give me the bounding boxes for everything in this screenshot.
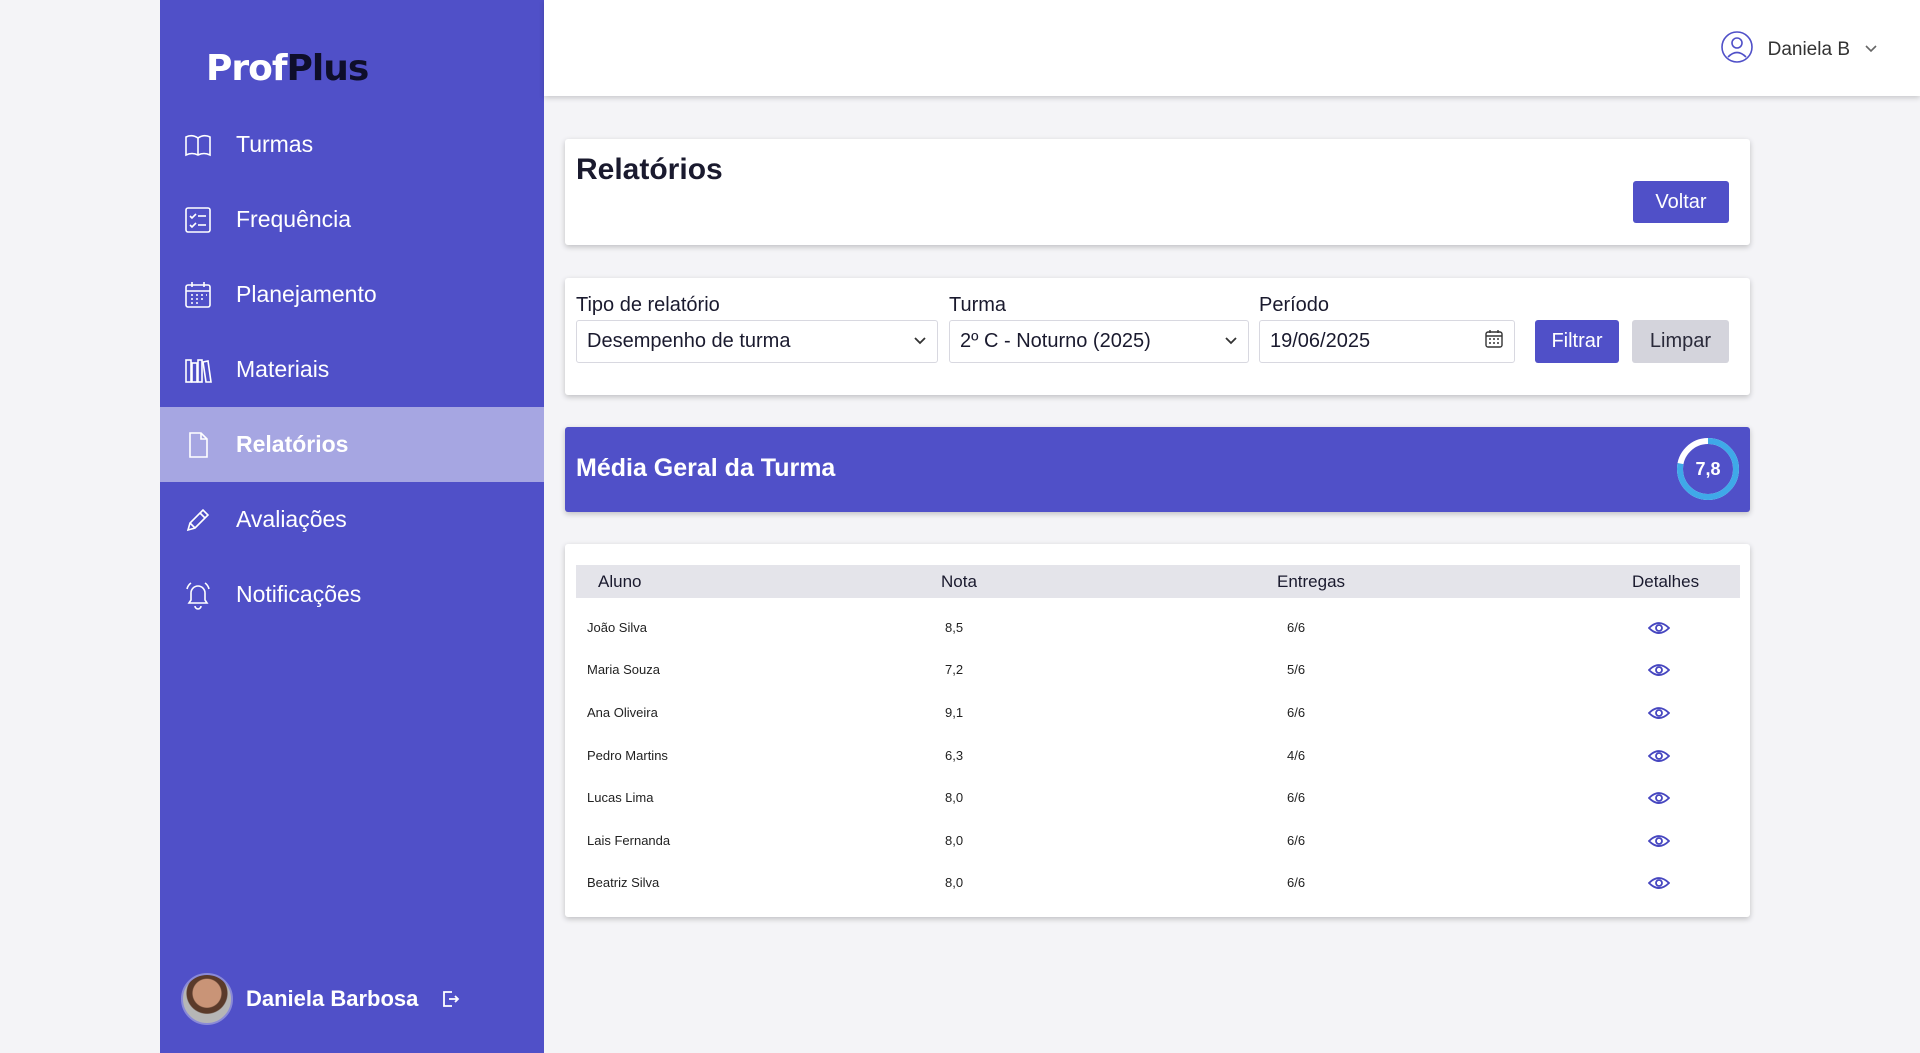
student-name: Lais Fernanda	[587, 833, 671, 848]
student-grade: 9,1	[945, 705, 964, 720]
eye-icon[interactable]	[1647, 705, 1671, 721]
bell-icon	[182, 579, 214, 611]
student-deliveries: 4/6	[1287, 748, 1306, 763]
table-row: Ana Oliveira 9,1 6/6	[576, 691, 1740, 733]
student-name: João Silva	[587, 620, 647, 635]
filter-button[interactable]: Filtrar	[1535, 320, 1619, 363]
header-aluno: Aluno	[598, 572, 642, 591]
header-detalhes: Detalhes	[1632, 572, 1700, 591]
report-type-select[interactable]: Desempenho de turma	[576, 320, 938, 363]
sidebar-item-label: Materiais	[236, 356, 330, 382]
student-name: Lucas Lima	[587, 790, 654, 805]
student-deliveries: 6/6	[1287, 875, 1306, 890]
chevron-down-icon	[1224, 330, 1238, 353]
student-name: Maria Souza	[587, 662, 660, 677]
chevron-down-icon	[913, 330, 927, 353]
sidebar: ProfPlus Turmas Frequência Planejamento …	[160, 0, 544, 1053]
eye-icon[interactable]	[1647, 875, 1671, 891]
class-average-card: Média Geral da Turma 7,8	[565, 427, 1750, 512]
document-icon	[182, 429, 214, 461]
sidebar-item-label: Turmas	[236, 131, 314, 157]
sidebar-item-relatorios[interactable]: Relatórios	[160, 407, 544, 482]
eye-icon[interactable]	[1647, 620, 1671, 636]
user-circle-icon	[1720, 30, 1754, 70]
user-menu[interactable]: Daniela B	[1720, 30, 1878, 70]
student-deliveries: 6/6	[1287, 705, 1306, 720]
student-grade: 7,2	[945, 662, 964, 677]
report-type-label: Tipo de relatório	[576, 294, 720, 316]
eye-icon[interactable]	[1647, 748, 1671, 764]
student-grade: 8,0	[945, 833, 964, 848]
app-logo[interactable]: ProfPlus	[206, 48, 370, 89]
student-grade: 8,0	[945, 875, 964, 890]
average-gauge	[1677, 438, 1739, 500]
title-card: Relatórios Voltar	[565, 139, 1750, 245]
sidebar-item-label: Notificações	[236, 581, 362, 607]
avatar[interactable]	[181, 973, 233, 1025]
period-value: 19/06/2025	[1270, 330, 1371, 352]
period-label: Período	[1259, 294, 1330, 316]
calendar-icon[interactable]	[1484, 329, 1504, 355]
student-name: Pedro Martins	[587, 748, 668, 763]
eye-icon[interactable]	[1647, 662, 1671, 678]
table-row: João Silva 8,5 6/6	[576, 606, 1740, 648]
sidebar-item-turmas[interactable]: Turmas	[160, 107, 544, 182]
eye-icon[interactable]	[1647, 833, 1671, 849]
chevron-down-icon	[1864, 39, 1878, 61]
sidebar-item-planejamento[interactable]: Planejamento	[160, 257, 544, 332]
student-deliveries: 5/6	[1287, 662, 1306, 677]
student-grade: 8,0	[945, 790, 964, 805]
average-value: 7,8	[1695, 458, 1721, 479]
student-grade: 6,3	[945, 748, 964, 763]
calendar-icon	[182, 279, 214, 311]
table-row: Maria Souza 7,2 5/6	[576, 648, 1740, 690]
logo-text-plus: Plus	[286, 48, 370, 89]
class-average-title: Média Geral da Turma	[576, 454, 836, 482]
table-row: Beatriz Silva 8,0 6/6	[576, 861, 1740, 903]
back-button[interactable]: Voltar	[1633, 181, 1729, 223]
pencil-icon	[182, 504, 214, 536]
sidebar-nav: Turmas Frequência Planejamento Materiais…	[160, 107, 544, 632]
library-icon	[182, 354, 214, 386]
filter-card: Tipo de relatório Desempenho de turma Tu…	[565, 278, 1750, 395]
sidebar-item-label: Avaliações	[236, 506, 347, 532]
sidebar-item-label: Frequência	[236, 206, 352, 232]
class-label: Turma	[949, 294, 1007, 316]
sidebar-item-frequencia[interactable]: Frequência	[160, 182, 544, 257]
sidebar-item-label: Relatórios	[236, 431, 349, 457]
logo-text-prof: Prof	[206, 48, 288, 89]
header-nota: Nota	[941, 572, 977, 591]
student-deliveries: 6/6	[1287, 790, 1306, 805]
page-gutter	[0, 0, 160, 1053]
sidebar-user: Daniela Barbosa	[181, 973, 460, 1025]
sidebar-item-materiais[interactable]: Materiais	[160, 332, 544, 407]
page-title: Relatórios	[576, 153, 723, 186]
book-icon	[182, 129, 214, 161]
student-name: Beatriz Silva	[587, 875, 660, 890]
table-row: Pedro Martins 6,3 4/6	[576, 734, 1740, 776]
logout-icon[interactable]	[440, 989, 460, 1009]
eye-icon[interactable]	[1647, 790, 1671, 806]
period-date-input[interactable]: 19/06/2025	[1259, 320, 1515, 363]
students-table-card: Aluno Nota Entregas Detalhes João Silva …	[565, 544, 1750, 917]
student-name: Ana Oliveira	[587, 705, 658, 720]
class-select[interactable]: 2º C - Noturno (2025)	[949, 320, 1249, 363]
top-bar: Daniela B	[544, 0, 1920, 96]
table-row: Lucas Lima 8,0 6/6	[576, 776, 1740, 818]
report-type-value: Desempenho de turma	[587, 330, 791, 352]
table-row: Lais Fernanda 8,0 6/6	[576, 819, 1740, 861]
checklist-icon	[182, 204, 214, 236]
class-value: 2º C - Noturno (2025)	[960, 330, 1151, 352]
table-header: Aluno Nota Entregas Detalhes	[576, 565, 1740, 598]
student-deliveries: 6/6	[1287, 620, 1306, 635]
sidebar-user-name: Daniela Barbosa	[246, 986, 419, 1011]
student-grade: 8,5	[945, 620, 964, 635]
sidebar-item-avaliacoes[interactable]: Avaliações	[160, 482, 544, 557]
top-user-name: Daniela B	[1767, 39, 1850, 60]
clear-button[interactable]: Limpar	[1632, 320, 1729, 363]
header-entregas: Entregas	[1277, 572, 1346, 591]
student-deliveries: 6/6	[1287, 833, 1306, 848]
sidebar-item-notificacoes[interactable]: Notificações	[160, 557, 544, 632]
sidebar-item-label: Planejamento	[236, 281, 377, 307]
